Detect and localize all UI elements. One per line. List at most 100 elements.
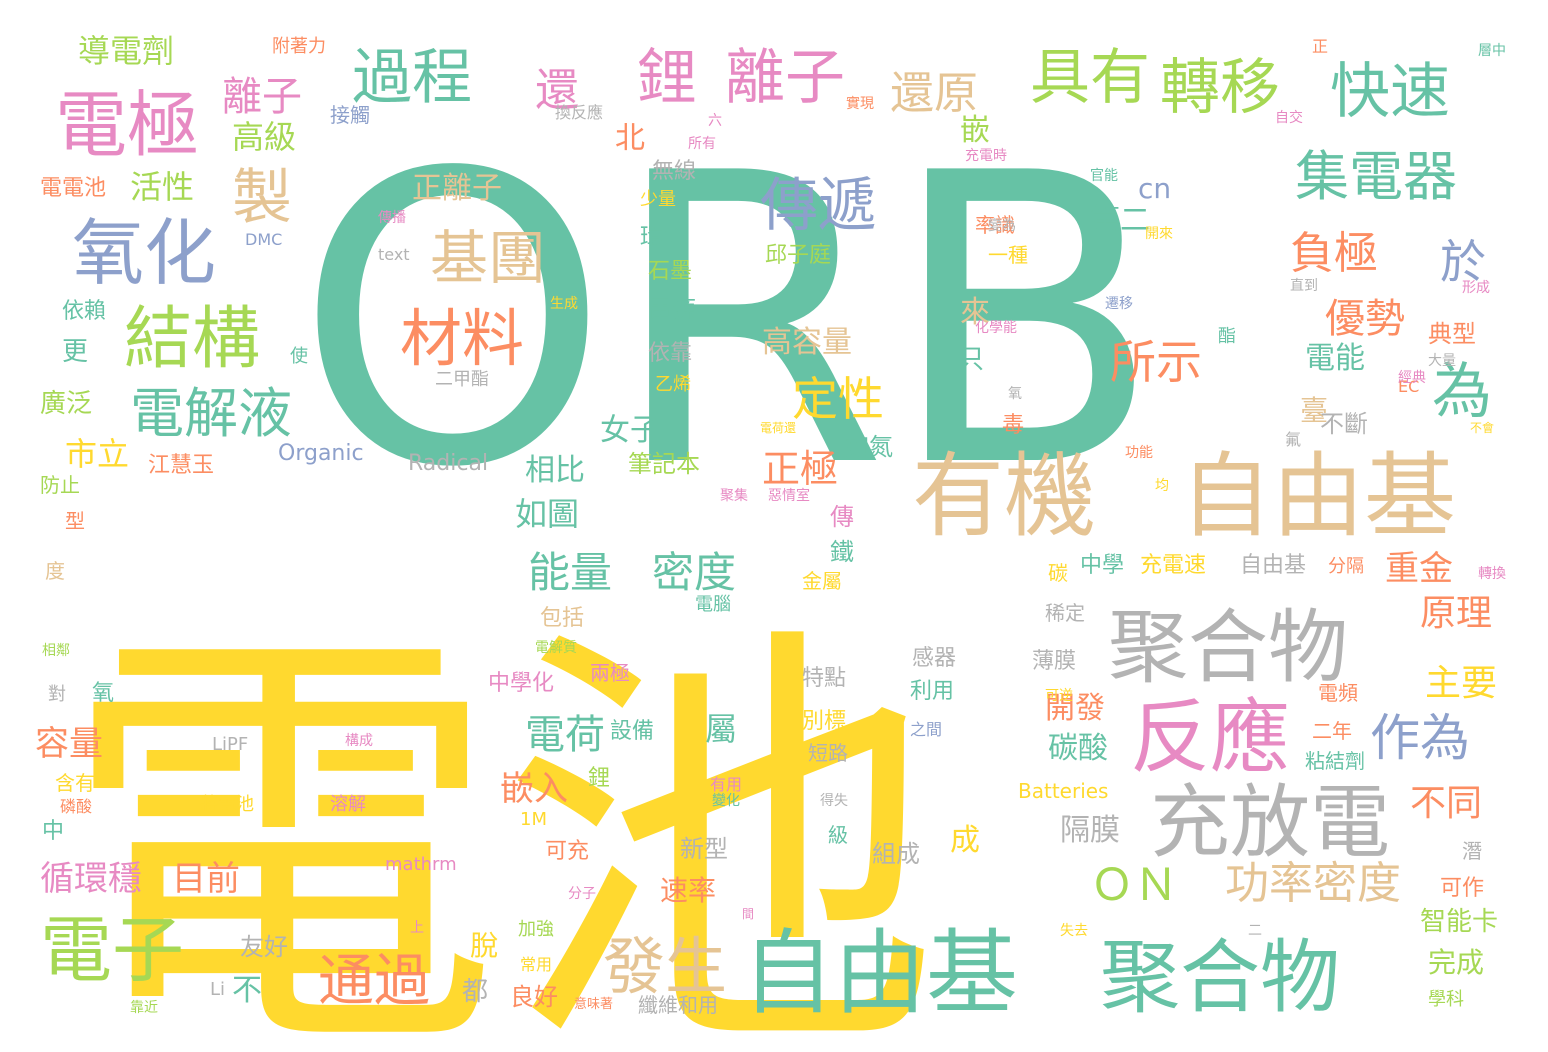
cloud-word: 常用 bbox=[520, 955, 552, 974]
cloud-word: 依靠 bbox=[648, 341, 692, 366]
cloud-word: 金屬 bbox=[802, 569, 842, 593]
cloud-word: 於 bbox=[1440, 235, 1486, 289]
cloud-word: 學科 bbox=[1428, 989, 1464, 1010]
cloud-word: 密度 bbox=[652, 548, 736, 597]
cloud-word: 使 bbox=[290, 346, 308, 367]
cloud-word: 充電時 bbox=[965, 148, 1007, 164]
cloud-word: 自由基 bbox=[1180, 443, 1456, 550]
cloud-word: 脫 bbox=[470, 929, 498, 962]
cloud-word: 電池 bbox=[60, 592, 940, 1052]
cloud-word: 換反應 bbox=[555, 103, 603, 122]
cloud-word: 嵌 bbox=[960, 113, 990, 148]
cloud-word: 正離子 bbox=[412, 171, 502, 206]
cloud-word: 碳 bbox=[1048, 561, 1068, 585]
cloud-word: 環境 bbox=[640, 223, 688, 251]
cloud-word: 酯 bbox=[1218, 326, 1236, 347]
cloud-word: 正 bbox=[1312, 37, 1328, 56]
cloud-word: 磷酸 bbox=[60, 797, 92, 816]
cloud-word: 氧 bbox=[1008, 386, 1022, 402]
cloud-word: 附著力 bbox=[272, 36, 326, 57]
cloud-word: 來 bbox=[960, 295, 990, 330]
cloud-word: 轉移 bbox=[1160, 53, 1280, 123]
cloud-word: 開來 bbox=[1145, 226, 1173, 242]
cloud-word: 將電池 bbox=[200, 794, 254, 815]
cloud-word: 功能 bbox=[1125, 445, 1153, 461]
cloud-word: 良好 bbox=[510, 983, 558, 1011]
cloud-word: 鋰 bbox=[637, 43, 697, 113]
cloud-word: Batteries bbox=[1018, 779, 1108, 803]
cloud-word: 官能 bbox=[1090, 168, 1118, 184]
cloud-word: 溶解 bbox=[330, 794, 366, 815]
cloud-word: 遷移 bbox=[1105, 296, 1133, 312]
cloud-word: 自交 bbox=[1275, 109, 1303, 126]
cloud-word: 纖維和用 bbox=[638, 993, 718, 1017]
cloud-word: 聚合物 bbox=[1108, 601, 1348, 694]
cloud-word: 正極 bbox=[762, 447, 838, 491]
cloud-word: 市立 bbox=[65, 435, 129, 473]
cloud-word: 如圖 bbox=[515, 495, 579, 533]
cloud-word: 級 bbox=[828, 823, 848, 847]
cloud-word: Radical bbox=[408, 451, 488, 476]
cloud-word: 少量 bbox=[640, 189, 676, 210]
cloud-word: 自由基 bbox=[742, 920, 1018, 1027]
cloud-word: 電荷還 bbox=[760, 421, 796, 435]
cloud-word: 循環穩 bbox=[40, 859, 142, 899]
cloud-word: Li bbox=[210, 979, 225, 1000]
cloud-word: 目前 bbox=[172, 859, 240, 899]
cloud-word: 還 bbox=[535, 65, 579, 116]
cloud-word: EC bbox=[1398, 377, 1419, 396]
cloud-word: LiPF bbox=[212, 734, 248, 755]
cloud-word: 生成 bbox=[550, 296, 578, 312]
cloud-word: 形成 bbox=[1462, 280, 1490, 296]
cloud-word: 主要 bbox=[1425, 663, 1497, 704]
cloud-word: 電源 bbox=[648, 296, 696, 324]
cloud-word: ＯＮ bbox=[1090, 860, 1178, 911]
cloud-word: 變化 bbox=[712, 793, 740, 809]
cloud-word: 包括 bbox=[540, 606, 584, 631]
cloud-word: mathrm bbox=[385, 854, 457, 875]
cloud-word: 如氮 bbox=[845, 433, 893, 461]
cloud-word: 導電劑 bbox=[78, 32, 174, 70]
cloud-word: 中 bbox=[42, 819, 64, 844]
cloud-word: 活性 bbox=[130, 168, 194, 206]
cloud-word: 筆記本 bbox=[628, 450, 700, 478]
cloud-word: 石墨 bbox=[648, 259, 692, 284]
cloud-word: 可逆 bbox=[1045, 688, 1073, 704]
cloud-word: 離子 bbox=[222, 74, 302, 120]
cloud-word: 上 bbox=[410, 920, 424, 936]
cloud-word: 充電速 bbox=[1140, 553, 1206, 578]
cloud-word: 中學 bbox=[1080, 553, 1124, 578]
cloud-word: 自由基 bbox=[1240, 553, 1306, 578]
cloud-word: 不同 bbox=[1410, 783, 1482, 824]
cloud-word: 有用 bbox=[710, 775, 742, 794]
cloud-word: 為 bbox=[1432, 357, 1492, 427]
cloud-word: 不斷 bbox=[1320, 410, 1368, 438]
cloud-word: 鐵 bbox=[830, 538, 854, 566]
cloud-word: 加強 bbox=[518, 919, 554, 940]
cloud-word: 兩極 bbox=[590, 661, 630, 685]
cloud-word: 大量 bbox=[1428, 353, 1456, 369]
cloud-word: 之間 bbox=[910, 720, 942, 739]
cloud-word: 電能 bbox=[1305, 341, 1365, 376]
cloud-word: 六 bbox=[708, 113, 722, 129]
cloud-word: 智能卡 bbox=[1420, 907, 1498, 937]
cloud-word: 能量 bbox=[528, 548, 612, 597]
cloud-word: 相比 bbox=[525, 453, 585, 488]
cloud-word: 接觸 bbox=[330, 103, 370, 127]
cloud-word: 無線 bbox=[652, 159, 696, 184]
cloud-word: 作為 bbox=[1370, 709, 1470, 767]
cloud-word: 率識 bbox=[975, 213, 1015, 237]
cloud-word: cn bbox=[1138, 172, 1171, 205]
cloud-word: 聚合物 bbox=[1100, 931, 1340, 1024]
cloud-word: 發生 bbox=[603, 930, 727, 1003]
cloud-word: 度 bbox=[45, 559, 65, 583]
cloud-word: 女子 bbox=[600, 413, 660, 448]
cloud-word: 層中 bbox=[1478, 43, 1506, 59]
cloud-word: 鋰 bbox=[588, 766, 610, 791]
cloud-word: 潛 bbox=[1462, 839, 1482, 863]
cloud-word: 聚集 bbox=[720, 487, 748, 504]
cloud-word: 高容量 bbox=[762, 325, 852, 360]
cloud-word: 高級 bbox=[232, 118, 296, 156]
cloud-word: 防止 bbox=[40, 473, 80, 497]
